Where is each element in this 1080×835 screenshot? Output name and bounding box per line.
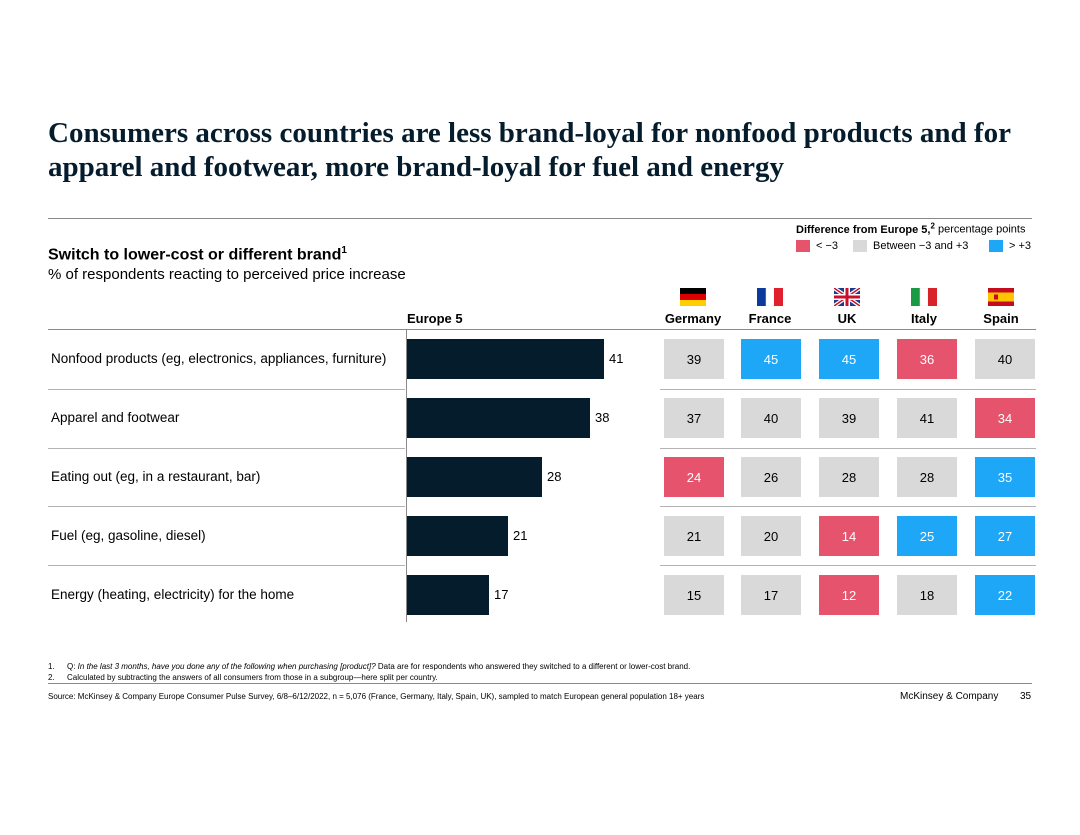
value-cell-spain: 40 <box>975 339 1035 379</box>
value-cell-uk: 39 <box>819 398 879 438</box>
legend-label-high: > +3 <box>1009 240 1032 252</box>
column-header-france: France <box>748 311 792 326</box>
chart-title: Consumers across countries are less bran… <box>48 117 1011 183</box>
footnote-number: 1. <box>48 662 55 671</box>
value-cell-spain: 35 <box>975 457 1035 497</box>
row-divider-left <box>48 448 405 449</box>
title-divider <box>48 218 1032 219</box>
flag-uk-icon <box>834 288 860 306</box>
flag-spain-icon <box>988 288 1014 306</box>
page-number: 35 <box>1020 691 1032 702</box>
europe5-bar-value: 17 <box>494 587 509 602</box>
bar-axis <box>406 330 407 622</box>
europe5-bar-value: 28 <box>547 469 562 484</box>
row-label: Energy (heating, electricity) for the ho… <box>51 587 295 602</box>
europe5-bar <box>407 457 542 497</box>
legend-label-low: < −3 <box>816 240 839 252</box>
chart-unit: % of respondents reacting to perceived p… <box>48 266 406 283</box>
footnote-text: In the last 3 months, have you done any … <box>77 662 376 671</box>
row-divider-left <box>48 389 405 390</box>
row-label: Apparel and footwear <box>51 410 180 425</box>
subtitle-text: Switch to lower-cost or different brand <box>48 246 342 264</box>
value-cell-germany: 39 <box>664 339 724 379</box>
europe5-bar <box>407 398 590 438</box>
chart-subtitle: Switch to lower-cost or different brand1 <box>48 245 347 264</box>
row-label: Nonfood products (eg, electronics, appli… <box>51 351 387 366</box>
footnote-1: 1. Q: In the last 3 months, have you done… <box>48 662 690 671</box>
legend-label-mid: Between −3 and +3 <box>873 240 969 252</box>
row-divider-right <box>660 506 1036 507</box>
value-cell-france: 40 <box>741 398 801 438</box>
column-header-italy: Italy <box>910 311 937 326</box>
column-header-spain: Spain <box>983 311 1019 326</box>
value-cell-italy: 41 <box>897 398 957 438</box>
value-cell-spain: 22 <box>975 575 1035 615</box>
brand-name: McKinsey & Company <box>900 691 999 702</box>
europe5-bar-value: 41 <box>609 351 624 366</box>
footnote-text: Data are for respondents who answered th… <box>375 662 691 671</box>
row-divider-left <box>48 506 405 507</box>
footnote-number: 2. <box>48 673 55 682</box>
value-cell-germany: 24 <box>664 457 724 497</box>
value-cell-uk: 14 <box>819 516 879 556</box>
value-cell-germany: 15 <box>664 575 724 615</box>
value-cell-france: 45 <box>741 339 801 379</box>
row-label: Eating out (eg, in a restaurant, bar) <box>51 469 261 484</box>
legend-swatch-high <box>989 240 1003 252</box>
row-divider-right <box>660 389 1036 390</box>
column-header-germany: Germany <box>664 311 722 326</box>
row-divider-right <box>660 448 1036 449</box>
legend-swatch-low <box>796 240 810 252</box>
flag-italy-icon <box>911 288 937 306</box>
flag-germany-icon <box>680 288 706 306</box>
value-cell-france: 17 <box>741 575 801 615</box>
legend-title-text: Difference from Europe 5, <box>796 223 931 236</box>
value-cell-uk: 12 <box>819 575 879 615</box>
row-divider-left <box>48 565 405 566</box>
europe5-bar <box>407 575 489 615</box>
value-cell-italy: 25 <box>897 516 957 556</box>
footnote-text: Q: <box>67 662 78 671</box>
value-cell-spain: 34 <box>975 398 1035 438</box>
value-cell-france: 26 <box>741 457 801 497</box>
value-cell-italy: 28 <box>897 457 957 497</box>
europe5-column-header: Europe 5 <box>407 311 463 326</box>
header-divider <box>48 329 1036 330</box>
value-cell-italy: 36 <box>897 339 957 379</box>
footnote-2: 2. Calculated by subtracting the answers … <box>48 673 438 682</box>
europe5-bar-value: 38 <box>595 410 610 425</box>
legend-swatch-mid <box>853 240 867 252</box>
footnote-divider <box>48 683 1032 684</box>
legend-title: Difference from Europe 5,2 percentage po… <box>796 221 1025 236</box>
row-label: Fuel (eg, gasoline, diesel) <box>51 528 206 543</box>
value-cell-germany: 37 <box>664 398 724 438</box>
value-cell-germany: 21 <box>664 516 724 556</box>
legend-item-low: < −3 <box>796 239 838 253</box>
legend-item-high: > +3 <box>989 239 1031 253</box>
legend-title-suffix: percentage points <box>934 223 1026 236</box>
row-divider-right <box>660 565 1036 566</box>
value-cell-uk: 28 <box>819 457 879 497</box>
column-header-uk: UK <box>837 311 857 326</box>
europe5-bar <box>407 516 508 556</box>
legend-footnote-ref: 2 <box>930 221 935 230</box>
value-cell-spain: 27 <box>975 516 1035 556</box>
value-cell-italy: 18 <box>897 575 957 615</box>
source-note: Source: McKinsey & Company Europe Consum… <box>48 692 705 701</box>
legend-item-mid: Between −3 and +3 <box>853 239 968 253</box>
subtitle-footnote-ref: 1 <box>341 245 347 256</box>
europe5-bar-value: 21 <box>513 528 528 543</box>
footnote-text: Calculated by subtracting the answers of… <box>67 673 438 682</box>
flag-france-icon <box>757 288 783 306</box>
europe5-bar <box>407 339 604 379</box>
value-cell-uk: 45 <box>819 339 879 379</box>
value-cell-france: 20 <box>741 516 801 556</box>
